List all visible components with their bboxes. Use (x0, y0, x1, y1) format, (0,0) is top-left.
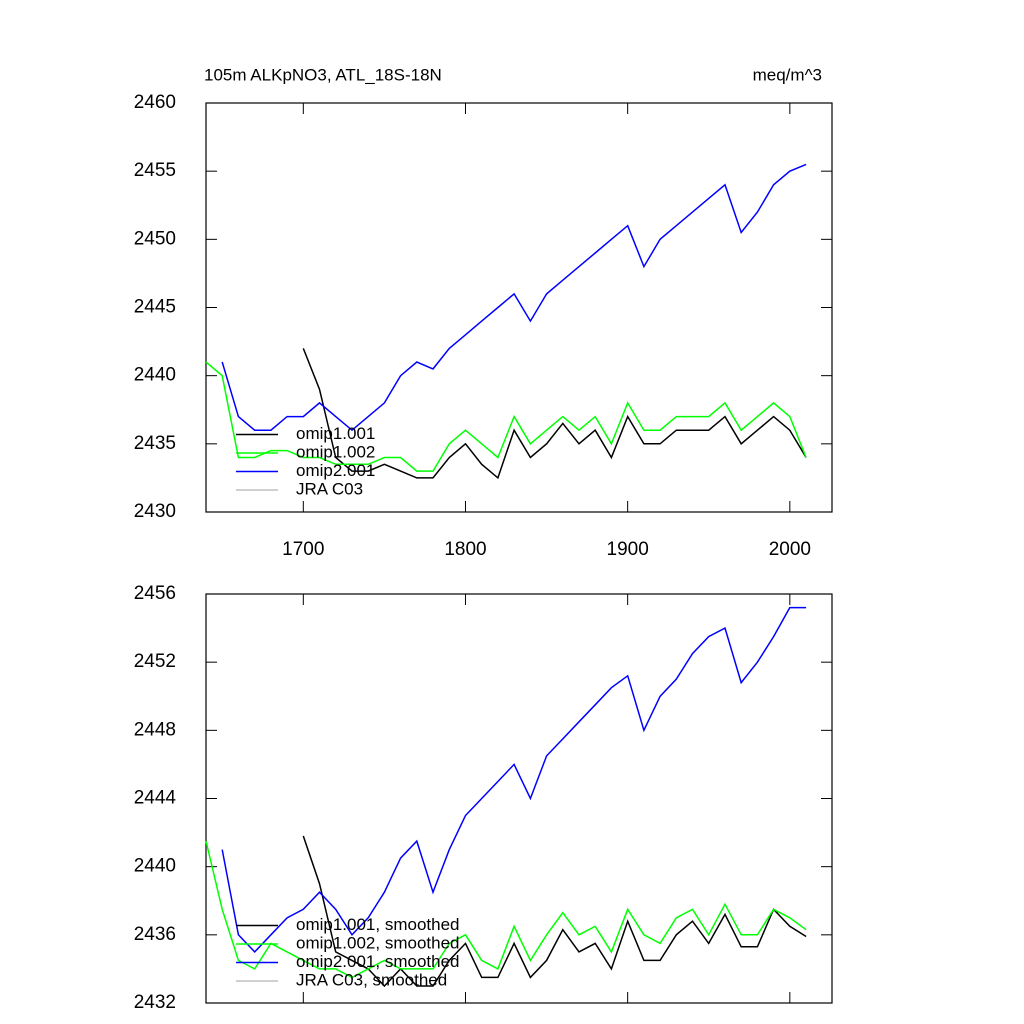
x-tick-label: 2000 (769, 539, 811, 560)
series-line (221, 606, 807, 953)
series-line (205, 361, 807, 472)
y-tick-label: 2452 (134, 651, 176, 672)
legend-label: JRA C03 (296, 479, 363, 498)
legend-label: omip2.001 (296, 461, 375, 480)
series-line (302, 835, 807, 988)
units-label: meq/m^3 (753, 65, 822, 84)
legend-label: JRA C03, smoothed (296, 970, 447, 989)
x-tick-label: 1900 (607, 539, 649, 560)
y-tick-label: 2436 (134, 924, 176, 945)
y-tick-label: 2430 (134, 501, 176, 522)
series-line (205, 840, 807, 979)
y-tick-label: 2444 (134, 788, 177, 809)
chart-title: 105m ALKpNO3, ATL_18S-18N (204, 65, 442, 84)
y-tick-label: 2460 (134, 92, 176, 113)
y-tick-label: 2432 (134, 992, 176, 1013)
y-tick-label: 2450 (134, 228, 176, 249)
y-tick-label: 2445 (134, 297, 176, 318)
y-tick-label: 2440 (134, 856, 176, 877)
y-tick-label: 2440 (134, 365, 176, 386)
y-tick-label: 2448 (134, 719, 176, 740)
y-tick-label: 2456 (134, 583, 176, 604)
x-tick-label: 1700 (282, 539, 324, 560)
x-tick-label: 1800 (444, 539, 486, 560)
legend-label: omip1.002 (296, 442, 375, 461)
y-tick-label: 2455 (134, 160, 176, 181)
series-line (221, 163, 807, 432)
series-line (302, 348, 807, 480)
legend-label: omip2.001, smoothed (296, 952, 460, 971)
legend-label: omip1.002, smoothed (296, 933, 460, 952)
y-tick-label: 2435 (134, 433, 176, 454)
legend-label: omip1.001, smoothed (296, 915, 460, 934)
legend-label: omip1.001 (296, 424, 375, 443)
